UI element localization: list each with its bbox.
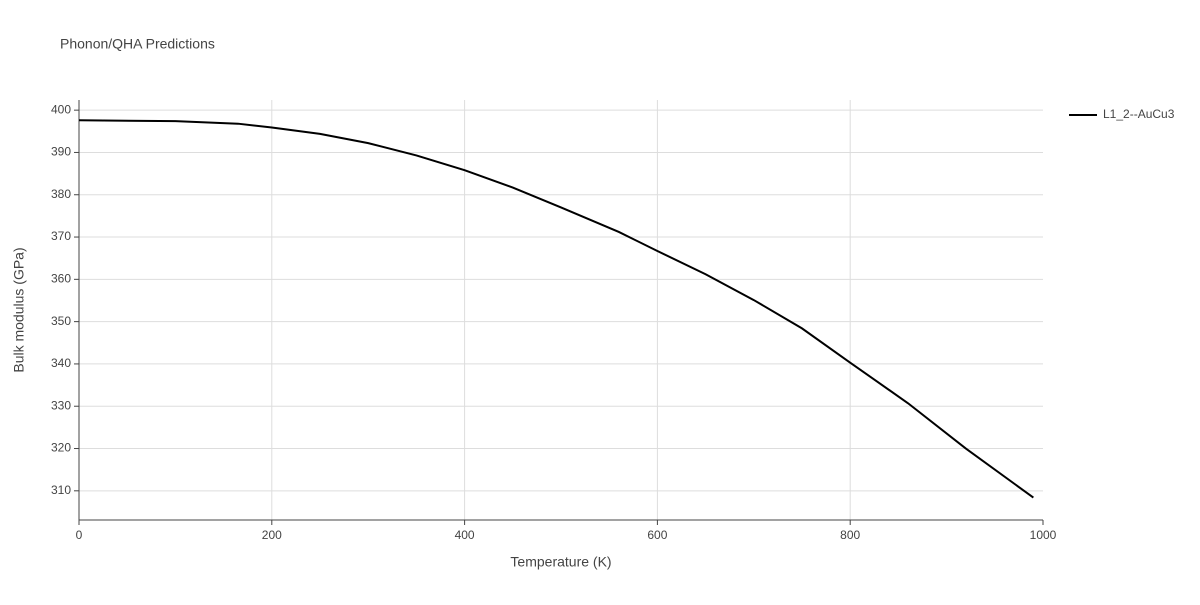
x-tick-label: 200	[262, 528, 282, 542]
legend-label: L1_2--AuCu3	[1103, 107, 1175, 121]
x-tick-label: 800	[840, 528, 860, 542]
y-tick-label: 380	[51, 187, 71, 201]
line-series	[78, 119, 1034, 499]
y-tick-label: 360	[51, 272, 71, 286]
x-tick-label: 0	[76, 528, 83, 542]
y-axis-title: Bulk modulus (GPa)	[11, 247, 27, 372]
y-tick-label: 370	[51, 229, 71, 243]
y-tick-label: 310	[51, 483, 71, 497]
y-tick-label: 320	[51, 441, 71, 455]
x-tick-label: 600	[647, 528, 667, 542]
y-tick-label: 390	[51, 145, 71, 159]
chart-title: Phonon/QHA Predictions	[60, 36, 215, 52]
y-tick-label: 350	[51, 314, 71, 328]
x-axis-title: Temperature (K)	[510, 554, 611, 570]
x-tick-label: 1000	[1030, 528, 1057, 542]
y-tick-label: 340	[51, 356, 71, 370]
y-tick-label: 330	[51, 398, 71, 412]
y-tick-label: 400	[51, 102, 71, 116]
x-tick-label: 400	[455, 528, 475, 542]
